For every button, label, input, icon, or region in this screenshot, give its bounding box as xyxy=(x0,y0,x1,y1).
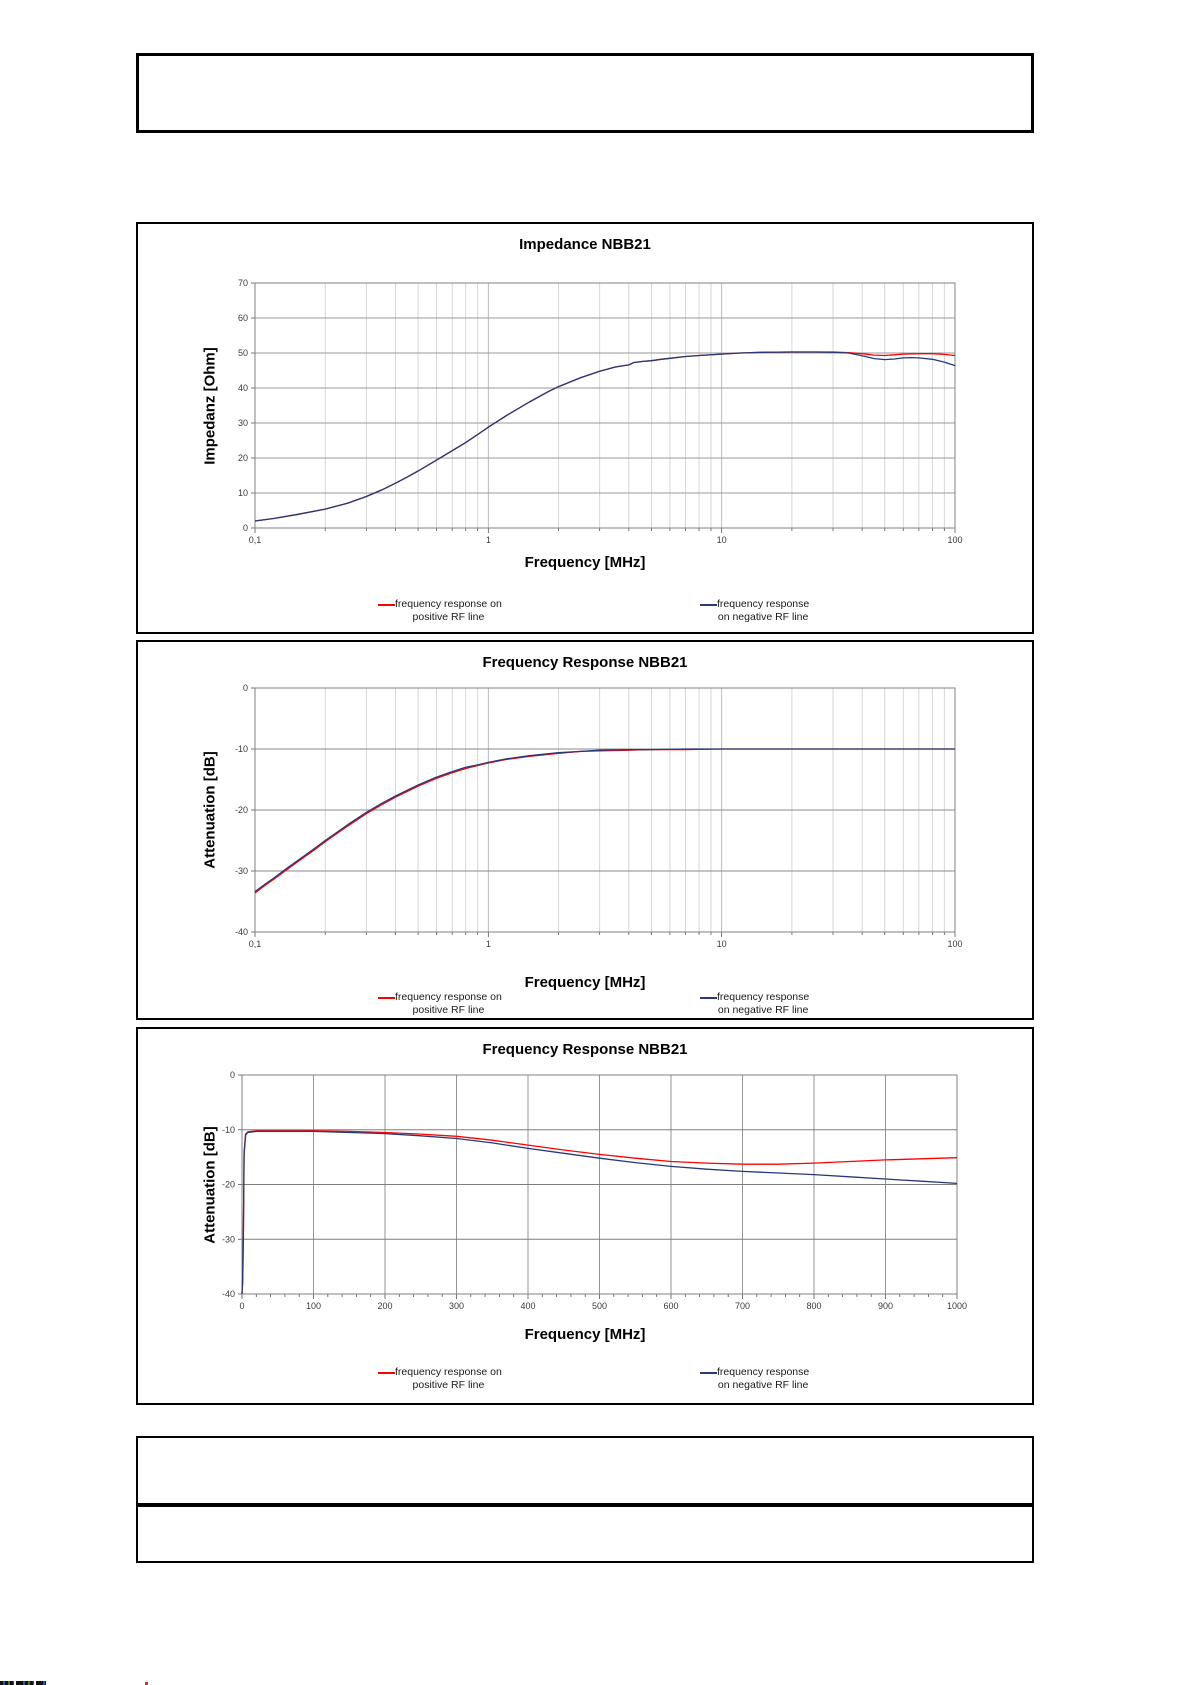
svg-text:100: 100 xyxy=(947,939,962,949)
svg-text:600: 600 xyxy=(663,1301,678,1311)
legend-item-negative: frequency response on negative RF line xyxy=(700,991,809,1016)
svg-text:700: 700 xyxy=(735,1301,750,1311)
svg-text:0,1: 0,1 xyxy=(249,939,262,949)
red-series-swatch xyxy=(378,604,395,606)
blue-series-swatch xyxy=(700,604,717,606)
svg-text:300: 300 xyxy=(449,1301,464,1311)
svg-text:0,1: 0,1 xyxy=(249,535,262,545)
svg-text:1000: 1000 xyxy=(947,1301,967,1311)
legend-label-positive: frequency response on positive RF line xyxy=(395,1366,502,1391)
svg-text:400: 400 xyxy=(520,1301,535,1311)
svg-text:500: 500 xyxy=(592,1301,607,1311)
blue-series-swatch xyxy=(700,1372,717,1374)
legend-item-negative: frequency response on negative RF line xyxy=(700,1366,809,1391)
blue-series-swatch xyxy=(700,997,717,999)
svg-text:800: 800 xyxy=(806,1301,821,1311)
svg-text:1: 1 xyxy=(486,939,491,949)
chart-title: Frequency Response NBB21 xyxy=(482,654,688,671)
svg-text:0: 0 xyxy=(243,683,248,693)
y-axis-label: Attenuation [dB] xyxy=(201,1126,219,1244)
svg-text:70: 70 xyxy=(238,278,248,288)
legend-item-positive: frequency response on positive RF line xyxy=(378,1366,502,1391)
svg-text:-10: -10 xyxy=(235,744,248,754)
x-axis-label: Frequency [MHz] xyxy=(524,1326,646,1343)
svg-text:-20: -20 xyxy=(235,805,248,815)
chart-legend: frequency response on positive RF line fr… xyxy=(138,991,1032,1025)
legend-label-negative: frequency response on negative RF line xyxy=(717,991,810,1016)
legend-item-positive: frequency response on positive RF line xyxy=(378,991,502,1016)
svg-text:900: 900 xyxy=(878,1301,893,1311)
svg-text:0: 0 xyxy=(239,1301,244,1311)
frequency-response-linear-plot: 0 -10 -20 -30 -40 0 100 200 300 400 500 600 700 800 90… xyxy=(222,1070,967,1311)
legend-label-positive: frequency response on positive RF line xyxy=(395,598,502,623)
scan-artifact-dot xyxy=(145,1682,148,1685)
frequency-response-log-chart-panel: Frequency Response NBB21 0 -10 -20 -30 -40 0,… xyxy=(136,640,1034,1020)
red-series-swatch xyxy=(378,1372,395,1374)
svg-text:100: 100 xyxy=(306,1301,321,1311)
legend-item-positive: frequency response on positive RF line xyxy=(378,598,502,623)
svg-text:50: 50 xyxy=(238,348,248,358)
header-box xyxy=(136,53,1034,133)
chart-legend: frequency response on positive RF line fr… xyxy=(138,1366,1032,1400)
frequency-response-linear-chart-panel: Frequency Response NBB21 0 -10 -20 -30 -40 0 1… xyxy=(136,1027,1034,1405)
svg-text:10: 10 xyxy=(717,535,727,545)
legend-label-negative: frequency response on negative RF line xyxy=(717,1366,810,1391)
red-series-swatch xyxy=(378,997,395,999)
legend-item-negative: frequency response on negative RF line xyxy=(700,598,809,623)
svg-text:-20: -20 xyxy=(222,1180,235,1190)
svg-text:20: 20 xyxy=(238,453,248,463)
y-axis-label: Impedanz [Ohm] xyxy=(201,347,219,465)
svg-text:60: 60 xyxy=(238,313,248,323)
chart-title: Impedance NBB21 xyxy=(519,236,651,253)
impedance-chart-panel: Impedance NBB21 70 60 50 40 30 20 10 0 0,1 1 10 100… xyxy=(136,222,1034,634)
svg-text:10: 10 xyxy=(717,939,727,949)
chart-legend: frequency response on positive RF line fr… xyxy=(138,598,1032,632)
frequency-response-log-plot: 0 -10 -20 -30 -400,1 1 10 100 xyxy=(235,683,963,949)
footer-box-2 xyxy=(136,1505,1034,1563)
svg-text:-40: -40 xyxy=(235,927,248,937)
y-axis-label: Attenuation [dB] xyxy=(201,751,219,869)
svg-text:100: 100 xyxy=(947,535,962,545)
svg-text:30: 30 xyxy=(238,418,248,428)
svg-text:0: 0 xyxy=(230,1070,235,1080)
svg-text:-30: -30 xyxy=(222,1234,235,1244)
svg-text:-30: -30 xyxy=(235,866,248,876)
legend-label-negative: frequency response on negative RF line xyxy=(717,598,810,623)
scan-artifact xyxy=(0,1681,46,1685)
legend-label-positive: frequency response on positive RF line xyxy=(395,991,502,1016)
footer-box-1 xyxy=(136,1436,1034,1505)
svg-text:200: 200 xyxy=(377,1301,392,1311)
chart-title: Frequency Response NBB21 xyxy=(482,1041,688,1058)
x-axis-label: Frequency [MHz] xyxy=(524,974,646,991)
svg-text:10: 10 xyxy=(238,488,248,498)
x-axis-label: Frequency [MHz] xyxy=(524,554,646,571)
svg-text:0: 0 xyxy=(243,523,248,533)
svg-text:40: 40 xyxy=(238,383,248,393)
svg-text:-40: -40 xyxy=(222,1289,235,1299)
svg-text:1: 1 xyxy=(486,535,491,545)
svg-text:-10: -10 xyxy=(222,1125,235,1135)
